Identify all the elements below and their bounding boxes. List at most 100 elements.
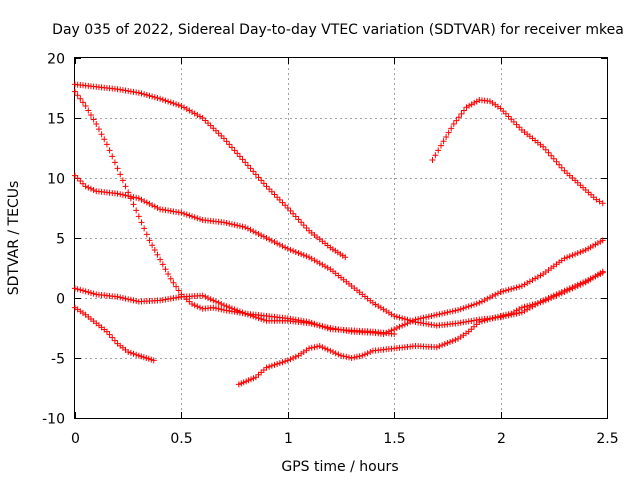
data-point bbox=[516, 283, 523, 290]
data-point bbox=[404, 320, 411, 327]
data-point bbox=[561, 289, 568, 295]
data-point bbox=[545, 296, 552, 303]
data-point bbox=[284, 205, 291, 211]
data-point bbox=[396, 314, 403, 321]
data-point bbox=[599, 237, 606, 244]
data-point bbox=[85, 107, 92, 114]
data-point bbox=[159, 96, 166, 103]
data-point bbox=[558, 164, 565, 171]
data-point bbox=[197, 113, 204, 120]
data-point bbox=[202, 293, 209, 300]
x-tick-label: 1 bbox=[284, 431, 293, 447]
data-point bbox=[223, 138, 230, 145]
data-point bbox=[154, 95, 161, 102]
data-point bbox=[574, 283, 581, 289]
data-point bbox=[72, 285, 78, 292]
data-point bbox=[149, 202, 156, 209]
data-point bbox=[133, 298, 140, 304]
data-point bbox=[327, 347, 334, 354]
data-point bbox=[401, 321, 408, 328]
data-point bbox=[162, 97, 169, 104]
data-point bbox=[569, 252, 576, 259]
data-point bbox=[178, 103, 185, 109]
data-point bbox=[282, 244, 289, 251]
data-point bbox=[393, 325, 400, 331]
data-point bbox=[452, 307, 459, 314]
data-point bbox=[125, 193, 132, 199]
data-point bbox=[125, 349, 132, 355]
data-point bbox=[234, 307, 241, 314]
data-point bbox=[516, 306, 523, 313]
data-point bbox=[486, 316, 493, 322]
data-point bbox=[263, 235, 270, 241]
data-point bbox=[252, 171, 259, 178]
data-point bbox=[468, 302, 475, 309]
data-point bbox=[449, 308, 456, 315]
data-point bbox=[149, 93, 156, 100]
data-point bbox=[303, 253, 310, 260]
data-point bbox=[439, 342, 446, 349]
data-point bbox=[396, 323, 403, 330]
data-point bbox=[292, 248, 299, 255]
data-point bbox=[542, 146, 549, 153]
data-point bbox=[298, 219, 305, 226]
data-point bbox=[433, 311, 440, 318]
data-point bbox=[109, 334, 116, 341]
data-point bbox=[497, 289, 504, 295]
data-point bbox=[319, 344, 326, 351]
plot-frame bbox=[74, 57, 608, 419]
data-point bbox=[186, 212, 193, 219]
data-point bbox=[114, 293, 121, 300]
data-point bbox=[500, 288, 507, 295]
data-point bbox=[159, 261, 166, 268]
data-point bbox=[150, 357, 157, 364]
data-point bbox=[529, 277, 536, 283]
data-point bbox=[194, 112, 201, 118]
data-point bbox=[444, 309, 451, 316]
x-tick-label: 1.5 bbox=[383, 431, 405, 447]
data-point bbox=[138, 219, 145, 226]
data-point bbox=[460, 305, 467, 312]
data-point bbox=[457, 306, 464, 313]
data-point bbox=[473, 98, 480, 105]
data-point bbox=[135, 89, 142, 96]
data-point bbox=[210, 297, 217, 304]
data-point bbox=[574, 250, 581, 257]
data-point bbox=[284, 245, 291, 252]
data-point bbox=[580, 280, 587, 287]
x-axis-label: GPS time / hours bbox=[281, 459, 398, 475]
series-arc-b bbox=[72, 88, 398, 337]
data-point bbox=[242, 310, 249, 317]
data-point bbox=[244, 162, 251, 169]
data-point bbox=[510, 118, 517, 125]
y-tick-label: 15 bbox=[47, 112, 65, 128]
data-point bbox=[130, 297, 137, 304]
data-point bbox=[252, 314, 259, 321]
data-point bbox=[359, 352, 366, 359]
data-point bbox=[122, 192, 129, 199]
x-tick-label: 2.5 bbox=[596, 431, 618, 447]
data-point bbox=[471, 301, 477, 308]
data-point bbox=[448, 125, 455, 132]
data-point bbox=[401, 316, 408, 322]
data-point bbox=[85, 289, 92, 296]
data-point bbox=[250, 313, 257, 320]
data-point bbox=[316, 343, 323, 349]
data-point bbox=[569, 285, 576, 292]
data-point bbox=[138, 90, 145, 97]
data-point bbox=[82, 288, 89, 295]
data-point bbox=[577, 281, 584, 288]
data-point bbox=[553, 158, 560, 165]
data-point bbox=[287, 207, 294, 214]
data-point bbox=[510, 285, 517, 292]
data-point bbox=[95, 126, 102, 133]
data-point bbox=[316, 322, 323, 329]
data-point bbox=[345, 354, 352, 361]
data-point bbox=[141, 91, 148, 98]
data-point bbox=[484, 295, 491, 302]
data-point bbox=[425, 313, 432, 320]
data-point bbox=[127, 349, 134, 356]
data-point bbox=[545, 149, 552, 156]
data-point bbox=[463, 304, 470, 311]
data-point bbox=[524, 303, 531, 310]
